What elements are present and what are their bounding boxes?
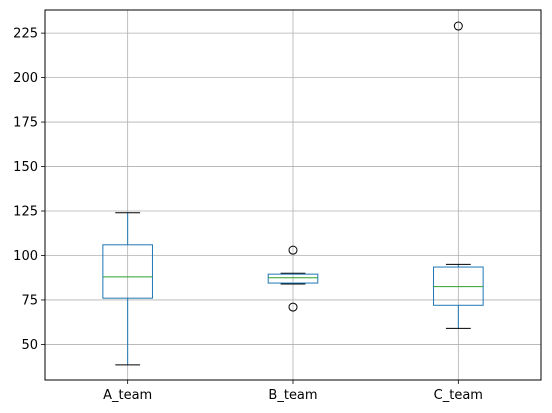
outlier-point	[453, 21, 463, 31]
outlier-point	[288, 245, 298, 255]
box-iqr	[267, 273, 319, 284]
y-tick-label: 50	[21, 338, 38, 353]
grid-lines	[45, 10, 541, 380]
x-tick-label: B_team	[268, 388, 317, 403]
y-tick-label: 225	[13, 27, 38, 42]
y-tick-label: 200	[13, 71, 38, 86]
x-tick-label: C_team	[434, 388, 483, 403]
y-tick-label: 75	[21, 293, 38, 308]
outlier-point	[288, 302, 298, 312]
y-tick-label: 175	[13, 116, 38, 131]
box-iqr	[102, 244, 153, 299]
axis-ticks: 50 75 100 125 150 175 200 225 A_team B_team C_team	[13, 27, 483, 403]
box-plots	[102, 21, 484, 366]
y-tick-label: 100	[13, 249, 38, 264]
plot-frame	[44, 9, 542, 381]
y-tick-label: 125	[13, 205, 38, 220]
y-tick-label: 150	[13, 160, 38, 175]
x-tick-label: A_team	[103, 388, 152, 403]
